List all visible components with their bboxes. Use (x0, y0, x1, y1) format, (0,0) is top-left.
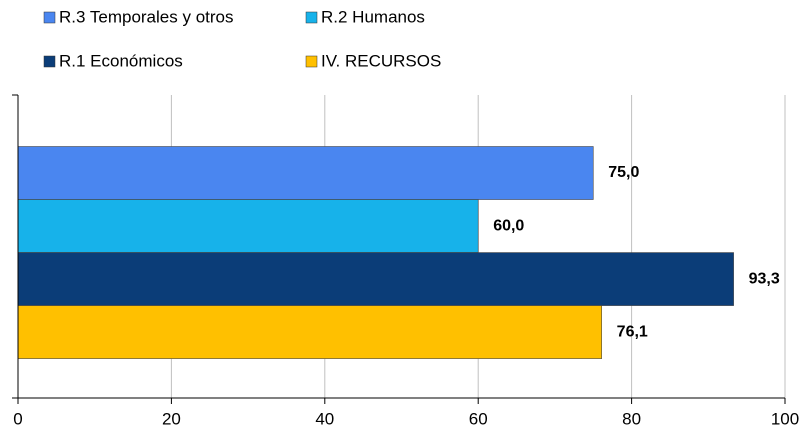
legend-swatch (43, 11, 56, 24)
value-label: 75,0 (608, 164, 639, 181)
bar (17, 146, 594, 200)
bar (17, 199, 479, 253)
value-label: 60,0 (493, 217, 524, 234)
x-tick-label: 40 (315, 409, 334, 428)
legend-label: R.3 Temporales y otros (59, 7, 233, 26)
x-tick-label: 100 (771, 409, 799, 428)
legend-label: IV. RECURSOS (321, 51, 441, 70)
legend-swatch (43, 55, 56, 68)
legend-swatch (305, 55, 318, 68)
x-tick-label: 60 (469, 409, 488, 428)
legend-label: R.1 Económicos (59, 51, 183, 70)
value-label: 93,3 (749, 270, 780, 287)
x-tick-label: 80 (622, 409, 641, 428)
legend-swatch (305, 11, 318, 24)
legend-label: R.2 Humanos (321, 7, 425, 26)
bar (17, 305, 602, 359)
x-tick-label: 20 (162, 409, 181, 428)
value-label: 76,1 (617, 323, 648, 340)
x-tick-label: 0 (13, 409, 22, 428)
bar (17, 252, 734, 306)
